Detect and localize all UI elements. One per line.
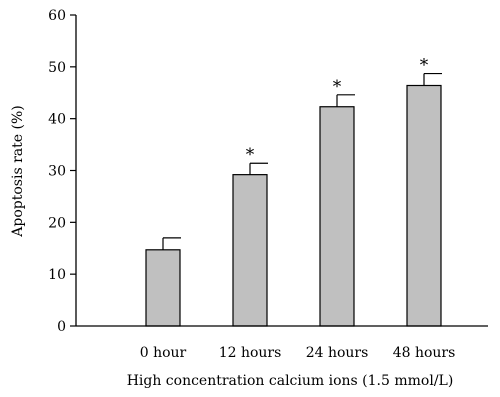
y-tick-label: 0 bbox=[57, 319, 66, 335]
y-tick-label: 40 bbox=[48, 112, 66, 128]
bars bbox=[145, 84, 442, 327]
significance-marks: * * * bbox=[246, 56, 429, 166]
y-tick-label: 30 bbox=[48, 164, 66, 180]
significance-mark: * bbox=[420, 56, 429, 76]
y-tick-label: 60 bbox=[48, 8, 66, 24]
category-labels: 0 hour 12 hours 24 hours 48 hours bbox=[140, 345, 456, 361]
x-axis-label: High concentration calcium ions (1.5 mmo… bbox=[127, 373, 454, 389]
y-tick-label: 10 bbox=[48, 267, 66, 283]
category-label: 0 hour bbox=[140, 345, 187, 361]
y-axis-ticks: 0 10 20 30 40 50 60 bbox=[48, 8, 76, 335]
y-tick-label: 20 bbox=[48, 215, 66, 231]
bar bbox=[319, 106, 355, 327]
significance-mark: * bbox=[246, 145, 255, 165]
bar bbox=[145, 249, 181, 327]
bar bbox=[232, 174, 268, 327]
y-axis-label: Apoptosis rate (%) bbox=[10, 105, 26, 237]
category-label: 12 hours bbox=[219, 345, 282, 361]
significance-mark: * bbox=[333, 77, 342, 97]
y-tick-label: 50 bbox=[48, 60, 66, 76]
category-label: 48 hours bbox=[393, 345, 456, 361]
category-label: 24 hours bbox=[306, 345, 369, 361]
error-bars bbox=[162, 72, 442, 250]
bar bbox=[406, 84, 442, 327]
